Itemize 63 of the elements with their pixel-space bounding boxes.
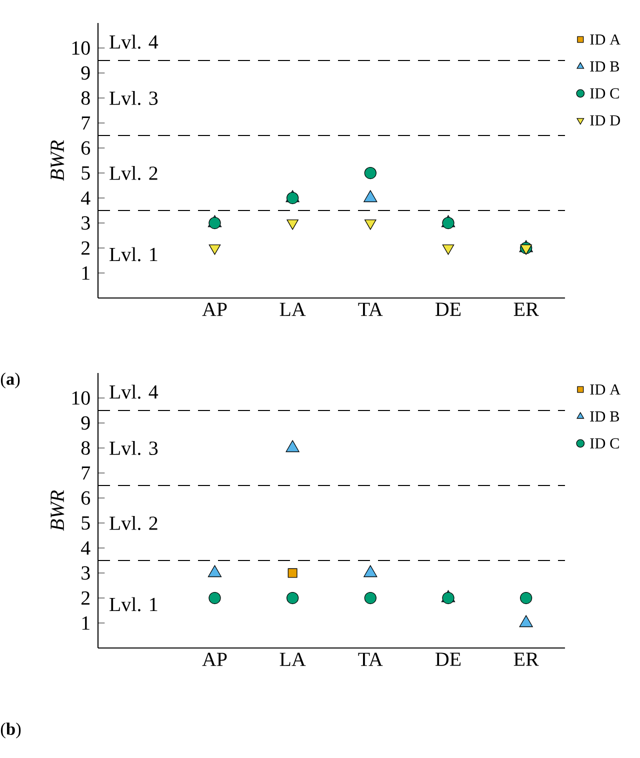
y-tick-label: 1 — [82, 616, 90, 630]
y-tick-label: 7 — [82, 116, 90, 130]
y-tick-label: 6 — [81, 491, 90, 505]
y-axis-title: BWR — [50, 490, 64, 531]
point — [208, 244, 221, 255]
y-tick-label: 4 — [81, 191, 90, 205]
y-tick-label: 1 — [82, 266, 90, 280]
y-tick-label: 10 — [72, 391, 90, 405]
legend-label: ID B — [590, 411, 619, 422]
legend-label: ID A — [590, 384, 620, 395]
x-tick-label: ER — [514, 302, 539, 316]
point — [286, 592, 299, 604]
text: Lvl. 2 — [110, 166, 158, 180]
y-tick-label: 8 — [81, 91, 90, 105]
x-tick-label: LA — [280, 652, 306, 666]
point — [442, 244, 454, 255]
text: Lvl. 3 — [110, 90, 158, 106]
point — [364, 166, 376, 180]
point — [364, 565, 378, 578]
point — [208, 592, 221, 604]
legend-label: ID C — [590, 88, 619, 99]
y-tick-label: 2 — [82, 591, 90, 605]
x-tick-label: DE — [435, 302, 461, 316]
text: (b) — [0, 722, 21, 738]
y-tick-label: 3 — [82, 216, 90, 230]
x-tick-label: TA — [358, 652, 383, 666]
y-tick-label: 9 — [81, 416, 90, 430]
point — [208, 565, 222, 578]
text: Lvl. 1 — [110, 597, 158, 612]
y-tick-label: 2 — [82, 241, 90, 255]
legend-label: ID A — [590, 34, 620, 45]
legend-label: ID B — [590, 61, 619, 72]
point — [286, 219, 298, 230]
text: Lvl. 4 — [110, 34, 158, 49]
x-tick-label: ER — [514, 652, 539, 666]
text: Lvl. 3 — [110, 440, 158, 456]
x-tick-label: DE — [435, 652, 461, 666]
point — [286, 440, 300, 452]
y-tick-label: 5 — [82, 516, 90, 530]
text: (a) — [0, 372, 20, 388]
y-tick-label: 8 — [81, 441, 90, 455]
y-tick-label: 5 — [82, 166, 90, 180]
legend-label: ID D — [590, 115, 620, 126]
x-tick-label: TA — [358, 302, 383, 316]
point — [364, 219, 376, 230]
x-tick-label: AP — [202, 652, 227, 666]
y-tick-label: 10 — [72, 41, 90, 55]
x-tick-label: LA — [280, 302, 306, 316]
x-tick-label: AP — [202, 302, 227, 316]
y-tick-label: 3 — [82, 566, 90, 580]
point — [364, 592, 376, 604]
text: Lvl. 1 — [110, 247, 158, 262]
y-axis-title: BWR — [50, 140, 64, 181]
y-tick-label: 6 — [81, 141, 90, 155]
text: Lvl. 4 — [110, 384, 158, 399]
point — [520, 592, 532, 604]
y-tick-label: 4 — [81, 541, 90, 555]
text: Lvl. 2 — [110, 516, 158, 530]
y-tick-label: 7 — [82, 466, 90, 480]
legend-label: ID C — [590, 438, 619, 449]
y-tick-label: 9 — [81, 66, 90, 80]
point — [288, 568, 298, 578]
point — [520, 244, 532, 255]
